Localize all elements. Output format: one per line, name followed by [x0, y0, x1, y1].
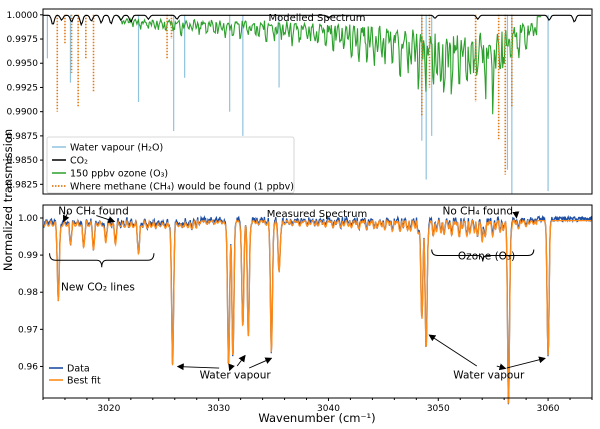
annotation-label: No CH₄ found [58, 205, 129, 217]
annotation-arrow [248, 357, 273, 369]
annotation-arrow [428, 334, 478, 367]
measured-ytick-label: 0.96 [18, 362, 38, 372]
modelled-ytick-label: 0.9925 [7, 83, 39, 93]
legend-label: Best fit [67, 376, 101, 387]
modelled-panel-title: Modelled Spectrum [269, 13, 366, 24]
legend-label: CO₂ [70, 156, 88, 167]
x-axis-label: Wavenumber (cm⁻¹) [258, 411, 375, 425]
measured-ytick-label: 0.98 [18, 288, 38, 298]
modelled-ytick-label: 1.0000 [7, 11, 39, 21]
modelled-ytick-label: 0.9900 [7, 108, 39, 118]
measured-series-group [42, 214, 593, 405]
measured-annotations: No CH₄ found New CO₂ lines Water vapour No … [49, 205, 546, 381]
y-axis-label: Normalized transmission [1, 129, 15, 271]
modelled-panel-frame [42, 8, 593, 195]
measured-x-ticks: 3020 3030 3040 3050 3060 [42, 398, 593, 414]
best-fit-trace [42, 218, 592, 404]
modelled-y-ticks: 0.9825 0.9850 0.9875 0.9900 0.9925 0.9950 0.99… [7, 11, 43, 190]
annotation-label: Water vapour [453, 369, 525, 381]
measured-ytick-label: 0.97 [18, 325, 38, 335]
measured-ytick-label: 1.00 [18, 214, 38, 224]
legend-label: 150 ppbv ozone (O₃) [70, 169, 168, 180]
legend-label: Data [67, 364, 90, 375]
annotation-brace [49, 253, 155, 268]
annotation-label: Ozone (O₃) [458, 251, 515, 263]
annotation-arrow [506, 356, 546, 369]
measured-xtick-label: 3060 [537, 404, 560, 414]
modelled-legend-box [46, 136, 295, 194]
measured-xtick-label: 3020 [97, 404, 120, 414]
legend-label: Where methane (CH₄) would be found (1 pp… [70, 182, 294, 193]
modelled-legend: Water vapour (H₂O) CO₂ 150 ppbv ozone (O₃)… [46, 136, 295, 194]
modelled-series-group [43, 14, 592, 194]
measured-xtick-label: 3040 [317, 404, 340, 414]
measured-panel-title: Measured Spectrum [267, 209, 367, 220]
annotation-arrow [228, 363, 235, 372]
co2-model-trace [43, 14, 592, 27]
annotation-label: Water vapour [200, 369, 272, 381]
annotation-arrow [96, 215, 116, 223]
annotation-arrow [512, 211, 520, 219]
modelled-spectrum-panel: 0.9825 0.9850 0.9875 0.9900 0.9925 0.9950 0.99… [7, 8, 593, 195]
annotation-arrow [62, 211, 70, 223]
annotation-label: No CH₄ found [443, 205, 514, 217]
modelled-ytick-label: 0.9975 [7, 35, 39, 45]
measured-xtick-label: 3050 [427, 404, 450, 414]
annotation-arrow [176, 363, 220, 371]
measured-y-ticks: 0.96 0.97 0.98 0.99 1.00 [18, 214, 43, 372]
measured-spectrum-panel: 0.96 0.97 0.98 0.99 1.00 3020 3030 3040 3050 306… [18, 204, 593, 425]
modelled-ytick-label: 0.9825 [7, 180, 39, 190]
ozone-model-trace [117, 16, 542, 115]
measured-ytick-label: 0.99 [18, 251, 38, 261]
annotation-arrow [236, 354, 246, 367]
annotation-brace [431, 249, 535, 262]
measured-xtick-label: 3030 [207, 404, 230, 414]
modelled-ytick-label: 0.9950 [7, 59, 39, 69]
modelled-ytick-label: 0.9850 [7, 156, 39, 166]
legend-label: Water vapour (H₂O) [70, 143, 163, 154]
annotation-arrow [496, 363, 507, 371]
annotation-label: New CO₂ lines [61, 281, 135, 293]
modelled-ytick-label: 0.9875 [7, 132, 39, 142]
measured-panel-frame [42, 204, 593, 399]
